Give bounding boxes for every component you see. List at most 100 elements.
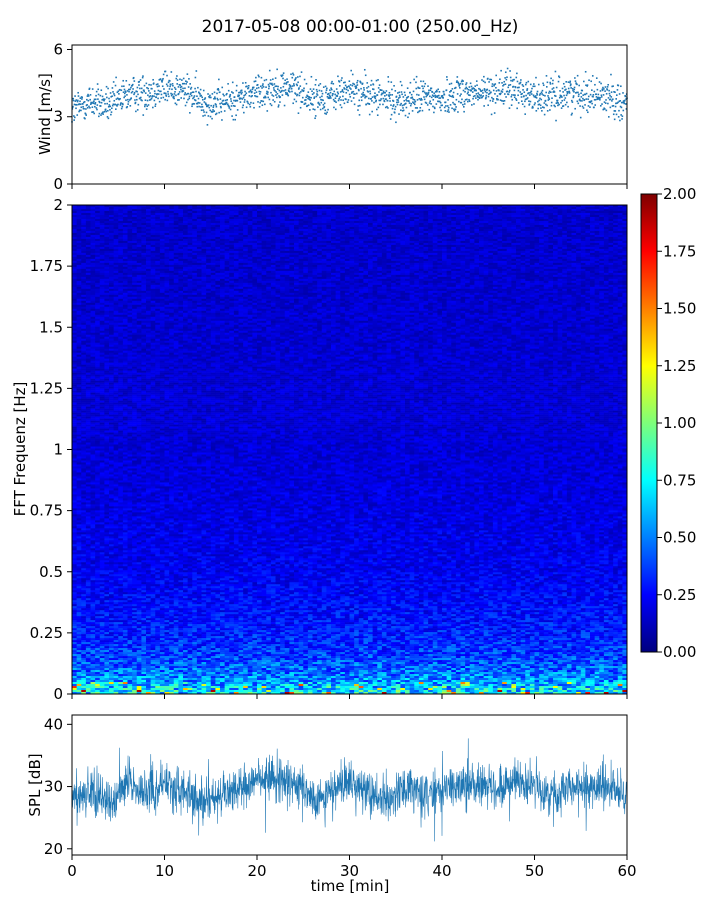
spectrogram-cell — [224, 256, 230, 260]
spectrogram-cell — [99, 224, 105, 228]
spectrogram-cell — [72, 242, 78, 246]
spectrogram-cell — [520, 224, 526, 228]
spectrogram-cell — [261, 232, 267, 236]
spectrogram-cell — [303, 216, 309, 220]
spectrogram-cell — [196, 242, 202, 246]
spectrogram-cell — [497, 250, 503, 254]
wind-point — [72, 105, 74, 108]
wind-point — [121, 102, 124, 105]
spectrogram-cell — [534, 208, 540, 212]
spectrogram-cell — [275, 234, 281, 238]
wind-point — [262, 86, 265, 88]
spectrogram-cell — [122, 250, 128, 254]
spectrogram-cell — [516, 228, 522, 232]
spectrogram-cell — [437, 240, 443, 244]
spectrogram-cell — [266, 242, 272, 246]
wind-point — [496, 97, 498, 100]
wind-point — [95, 90, 98, 93]
spectrogram-cell — [275, 222, 281, 226]
spectrogram-cell — [465, 254, 471, 258]
spectrogram-cell — [104, 256, 110, 260]
wind-point — [570, 114, 573, 116]
spectrogram-cell — [196, 216, 202, 220]
wind-point — [287, 81, 289, 83]
wind-point — [410, 102, 413, 105]
spectrogram-cell — [497, 244, 503, 248]
spectrogram-cell — [599, 214, 605, 218]
spectrogram-cell — [155, 210, 161, 214]
spectrogram-cell — [238, 216, 244, 220]
wind-point — [364, 96, 366, 99]
wind-point — [397, 101, 400, 103]
spectrogram-cell — [460, 205, 466, 208]
spectrogram-cell — [132, 232, 138, 236]
spectrogram-cell — [465, 248, 471, 252]
spectrogram-cell — [585, 205, 591, 208]
wind-point — [217, 89, 220, 91]
spectrogram-cell — [451, 210, 457, 214]
spectrogram-cell — [118, 252, 124, 256]
spectrogram-cell — [613, 242, 619, 246]
spectrogram-cell — [432, 214, 438, 218]
spectrogram-cell — [483, 230, 489, 234]
spectrogram-cell — [99, 242, 105, 246]
spectrogram-cell — [543, 226, 549, 230]
spectrogram-cell — [599, 212, 605, 216]
spectrogram-cell — [81, 207, 87, 210]
spectrogram-cell — [460, 246, 466, 250]
spectrogram-cell — [122, 248, 128, 252]
spectrogram-cell — [85, 240, 91, 244]
spectrogram-cell — [76, 230, 82, 234]
spectrogram-cell — [266, 252, 272, 256]
spectrogram-cell — [432, 205, 438, 208]
spectrogram-cell — [414, 248, 420, 252]
spectrogram-cell — [386, 205, 392, 208]
spectrogram-cell — [252, 224, 258, 228]
spectrogram-cell — [354, 232, 360, 236]
wind-point — [239, 98, 241, 100]
wind-point — [604, 102, 607, 104]
spectrogram-cell — [418, 208, 424, 212]
wind-point — [601, 103, 603, 105]
wind-point — [346, 86, 348, 88]
wind-point — [314, 83, 317, 86]
spectrogram-cell — [252, 254, 258, 258]
spectrogram-cell — [469, 228, 475, 232]
spectrogram-cell — [99, 236, 105, 240]
spectrogram-cell — [469, 216, 475, 220]
wind-point — [524, 113, 526, 115]
spectrogram-cell — [590, 214, 596, 218]
spectrogram-cell — [307, 232, 313, 236]
wind-point — [430, 103, 432, 105]
spectrogram-cell — [455, 228, 461, 232]
spectrogram-cell — [284, 256, 290, 260]
spectrogram-cell — [275, 252, 281, 256]
spectrogram-cell — [372, 250, 378, 254]
wind-point — [451, 94, 454, 97]
spectrogram-cell — [543, 207, 549, 210]
spectrogram-cell — [566, 218, 572, 222]
spectrogram-cell — [363, 207, 369, 210]
spectrogram-cell — [539, 205, 545, 208]
spectrogram-cell — [326, 216, 332, 220]
spectrogram-cell — [377, 246, 383, 250]
spectrogram-cell — [608, 210, 614, 214]
spectrogram-cell — [289, 210, 295, 214]
spectrogram-cell — [72, 226, 78, 230]
spectrogram-cell — [173, 252, 179, 256]
wind-point — [156, 85, 159, 88]
spectrogram-cell — [294, 210, 300, 214]
spectrogram-cell — [303, 250, 309, 254]
spectrogram-cell — [331, 212, 337, 216]
spectrogram-cell — [183, 244, 189, 248]
spectrogram-cell — [95, 207, 101, 210]
spectrogram-cell — [432, 240, 438, 244]
spectrogram-cell — [562, 230, 568, 234]
spectrogram-cell — [446, 238, 452, 242]
spectrogram-cell — [192, 208, 198, 212]
wind-point — [164, 98, 166, 101]
spectrogram-cell — [437, 224, 443, 228]
spectrogram-cell — [349, 242, 355, 246]
spectrogram-cell — [608, 250, 614, 254]
spectrogram-cell — [85, 238, 91, 242]
